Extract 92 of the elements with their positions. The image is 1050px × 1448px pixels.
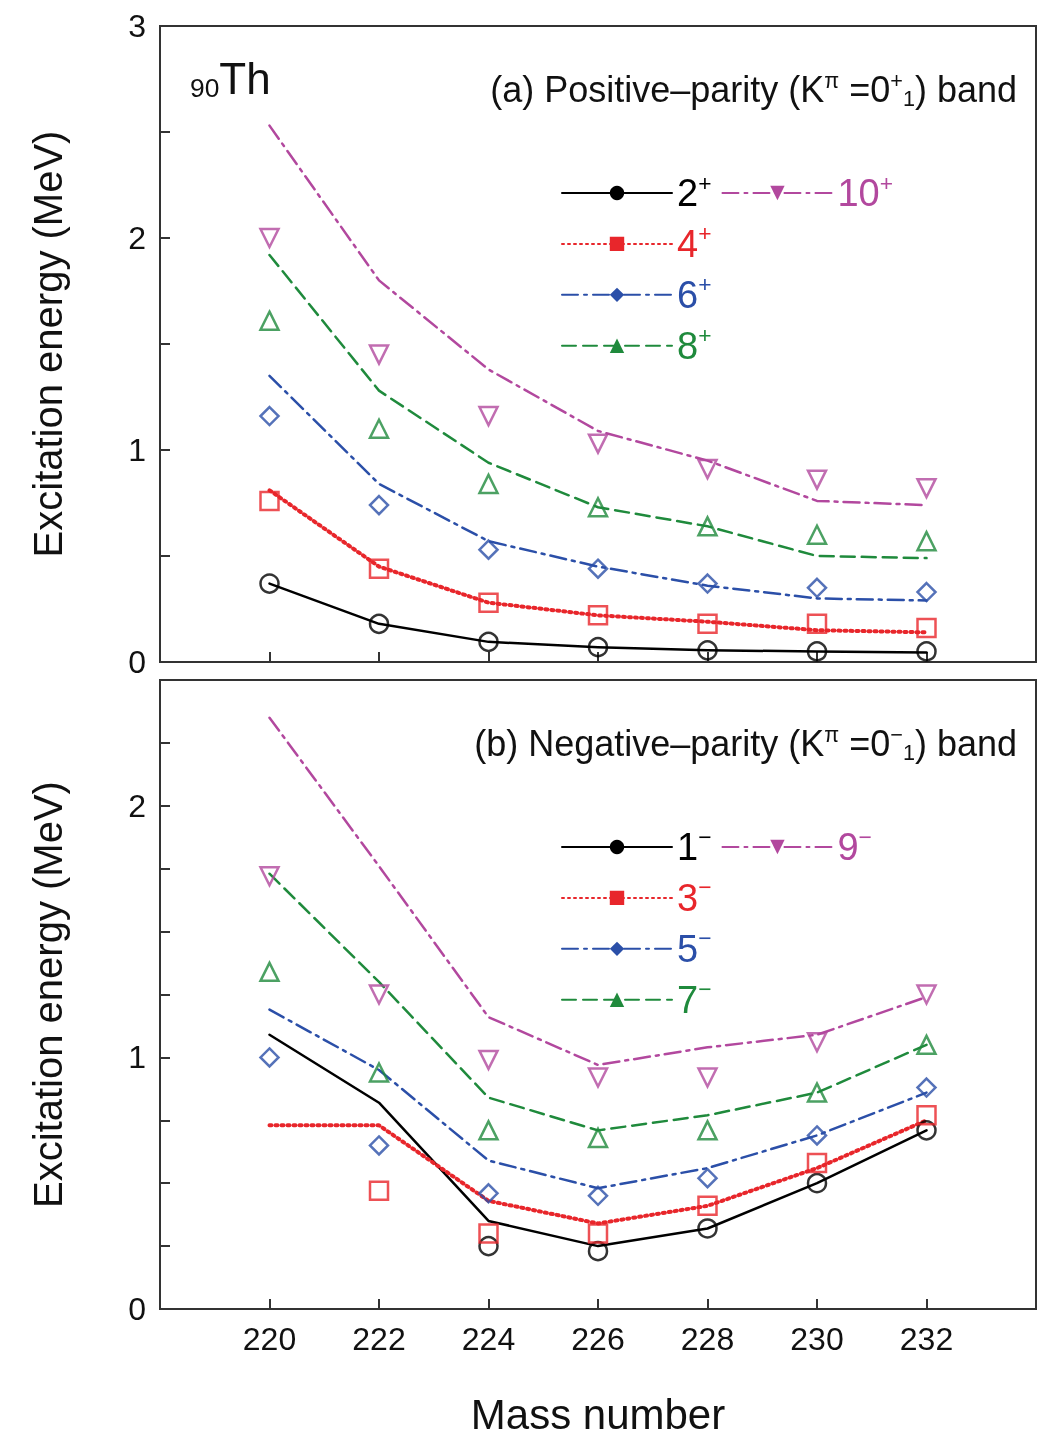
legend-label: 7− bbox=[677, 976, 712, 1021]
point bbox=[916, 1105, 937, 1126]
annotation: 90Th bbox=[190, 53, 271, 103]
point bbox=[259, 573, 280, 594]
point bbox=[259, 405, 280, 427]
point bbox=[368, 1062, 390, 1083]
point bbox=[478, 1223, 499, 1244]
legend-label: 10+ bbox=[837, 169, 894, 214]
point bbox=[916, 984, 937, 1005]
y-axis-title: Excitation energy (MeV) bbox=[26, 781, 70, 1208]
point bbox=[587, 433, 609, 454]
point bbox=[587, 1067, 609, 1088]
point bbox=[259, 490, 280, 512]
point bbox=[806, 641, 828, 662]
legend-label: 1− bbox=[677, 823, 712, 868]
x-tick-label: 232 bbox=[899, 1321, 954, 1357]
point bbox=[587, 1185, 609, 1207]
point bbox=[259, 961, 280, 983]
point bbox=[916, 1034, 937, 1056]
point bbox=[806, 1152, 828, 1174]
point bbox=[697, 640, 718, 661]
point bbox=[587, 1127, 609, 1149]
point bbox=[697, 1218, 718, 1239]
point bbox=[587, 1223, 609, 1244]
point bbox=[806, 1032, 828, 1053]
y-tick-label: 1 bbox=[128, 432, 146, 468]
point bbox=[806, 1125, 828, 1146]
point bbox=[368, 613, 390, 635]
point bbox=[916, 581, 937, 603]
point bbox=[697, 1167, 718, 1189]
x-tick-label: 230 bbox=[790, 1321, 844, 1357]
y-tick-label: 2 bbox=[128, 787, 146, 824]
y-tick-label: 0 bbox=[128, 644, 146, 680]
point bbox=[259, 1047, 280, 1068]
point bbox=[697, 1120, 718, 1141]
point bbox=[806, 1172, 828, 1194]
point bbox=[368, 1135, 390, 1156]
legend-label: 6+ bbox=[677, 271, 712, 316]
x-tick-label: 222 bbox=[352, 1321, 406, 1357]
legend-label: 9− bbox=[837, 823, 872, 868]
point bbox=[478, 1183, 499, 1204]
point bbox=[806, 1082, 828, 1103]
legend-label: 8+ bbox=[677, 322, 712, 367]
y-tick-label: 0 bbox=[128, 1291, 146, 1327]
y-tick-label: 3 bbox=[128, 8, 146, 44]
point bbox=[916, 477, 937, 499]
point bbox=[697, 613, 718, 635]
x-tick-label: 224 bbox=[461, 1321, 516, 1357]
point bbox=[916, 617, 937, 639]
point bbox=[916, 530, 937, 552]
y-tick-label: 2 bbox=[128, 220, 146, 256]
point bbox=[368, 344, 390, 365]
y-tick-label: 1 bbox=[128, 1039, 146, 1076]
point bbox=[368, 1180, 390, 1201]
point bbox=[259, 310, 280, 331]
point bbox=[478, 473, 499, 495]
point bbox=[806, 613, 828, 635]
point bbox=[697, 1195, 718, 1217]
point bbox=[587, 496, 609, 518]
point bbox=[368, 984, 390, 1005]
point bbox=[478, 1120, 499, 1141]
point bbox=[697, 573, 718, 594]
point bbox=[587, 558, 609, 579]
point bbox=[478, 1049, 499, 1071]
x-tick-label: 226 bbox=[571, 1321, 625, 1357]
point bbox=[697, 458, 718, 480]
point bbox=[587, 636, 609, 658]
x-tick-label: 220 bbox=[242, 1321, 297, 1357]
point bbox=[697, 1067, 718, 1088]
legend-label: 5− bbox=[677, 925, 712, 970]
y-axis-title: Excitation energy (MeV) bbox=[26, 130, 70, 558]
point bbox=[478, 539, 499, 560]
point bbox=[259, 227, 280, 249]
point bbox=[368, 494, 390, 516]
point bbox=[368, 558, 390, 579]
x-tick-label: 228 bbox=[680, 1321, 735, 1357]
point bbox=[806, 524, 828, 546]
point bbox=[478, 631, 499, 653]
legend-label: 2+ bbox=[677, 169, 712, 214]
point bbox=[368, 418, 390, 440]
point bbox=[806, 469, 828, 490]
point bbox=[478, 405, 499, 427]
point bbox=[806, 577, 828, 599]
x-axis-title: Mass number bbox=[470, 1390, 726, 1438]
point bbox=[916, 1077, 937, 1098]
legend-label: 3− bbox=[677, 874, 712, 919]
point bbox=[916, 641, 937, 662]
point bbox=[587, 605, 609, 626]
legend-label: 4+ bbox=[677, 220, 712, 265]
point bbox=[478, 592, 499, 613]
point bbox=[259, 866, 280, 887]
point bbox=[697, 516, 718, 537]
